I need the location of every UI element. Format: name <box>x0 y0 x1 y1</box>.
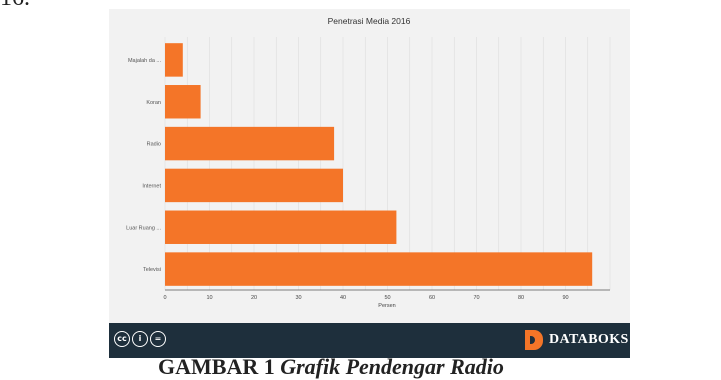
attribution-icon: i <box>132 331 148 347</box>
x-tick-label: 0 <box>163 295 166 301</box>
x-axis-label: Persen <box>378 303 395 309</box>
bar <box>165 43 183 77</box>
x-tick-label: 50 <box>384 295 390 301</box>
x-tick-label: 70 <box>473 295 479 301</box>
bar <box>165 210 397 244</box>
x-tick-label: 10 <box>206 295 212 301</box>
chart-title: Penetrasi Media 2016 <box>328 16 411 26</box>
no-derivatives-icon: = <box>150 331 166 347</box>
category-labels: Majalah da ... Koran Radio Internet Luar Rua… <box>126 58 161 273</box>
category-label: Radio <box>147 142 161 148</box>
bars <box>165 43 593 286</box>
category-label: Koran <box>146 100 161 106</box>
bar <box>165 85 201 119</box>
x-tick-label: 20 <box>251 295 257 301</box>
x-tick-label: 60 <box>429 295 435 301</box>
x-tick-labels: 0 10 20 30 40 50 60 70 80 90 <box>163 295 568 301</box>
caption-label: GAMBAR 1 <box>158 354 275 379</box>
bar <box>165 168 343 203</box>
category-label: Internet <box>142 183 161 189</box>
chart-figure: Penetrasi Media 2016 Majalah da ... Koran… <box>109 9 630 358</box>
x-tick-label: 30 <box>295 295 301 301</box>
databoks-logo-icon <box>525 330 543 350</box>
x-tick-label: 90 <box>562 295 568 301</box>
creative-commons-icon: cc <box>114 331 130 347</box>
caption-text: Grafik Pendengar Radio <box>280 354 504 379</box>
category-label: Televisi <box>143 267 161 273</box>
bar <box>165 126 335 161</box>
footer-bar: cc i = DATABOKS <box>109 323 630 358</box>
category-label: Majalah da ... <box>128 58 161 64</box>
x-tick-label: 40 <box>340 295 346 301</box>
x-tick-label: 80 <box>518 295 524 301</box>
figure-caption: GAMBAR 1 Grafik Pendengar Radio <box>158 354 504 380</box>
bar-chart: Penetrasi Media 2016 Majalah da ... Koran… <box>126 16 611 309</box>
brand-name: DATABOKS <box>549 332 629 347</box>
page-top-text: 16. <box>0 0 30 10</box>
bar <box>165 252 593 286</box>
category-label: Luar Ruang ... <box>126 225 161 231</box>
grid-lines <box>164 37 611 290</box>
